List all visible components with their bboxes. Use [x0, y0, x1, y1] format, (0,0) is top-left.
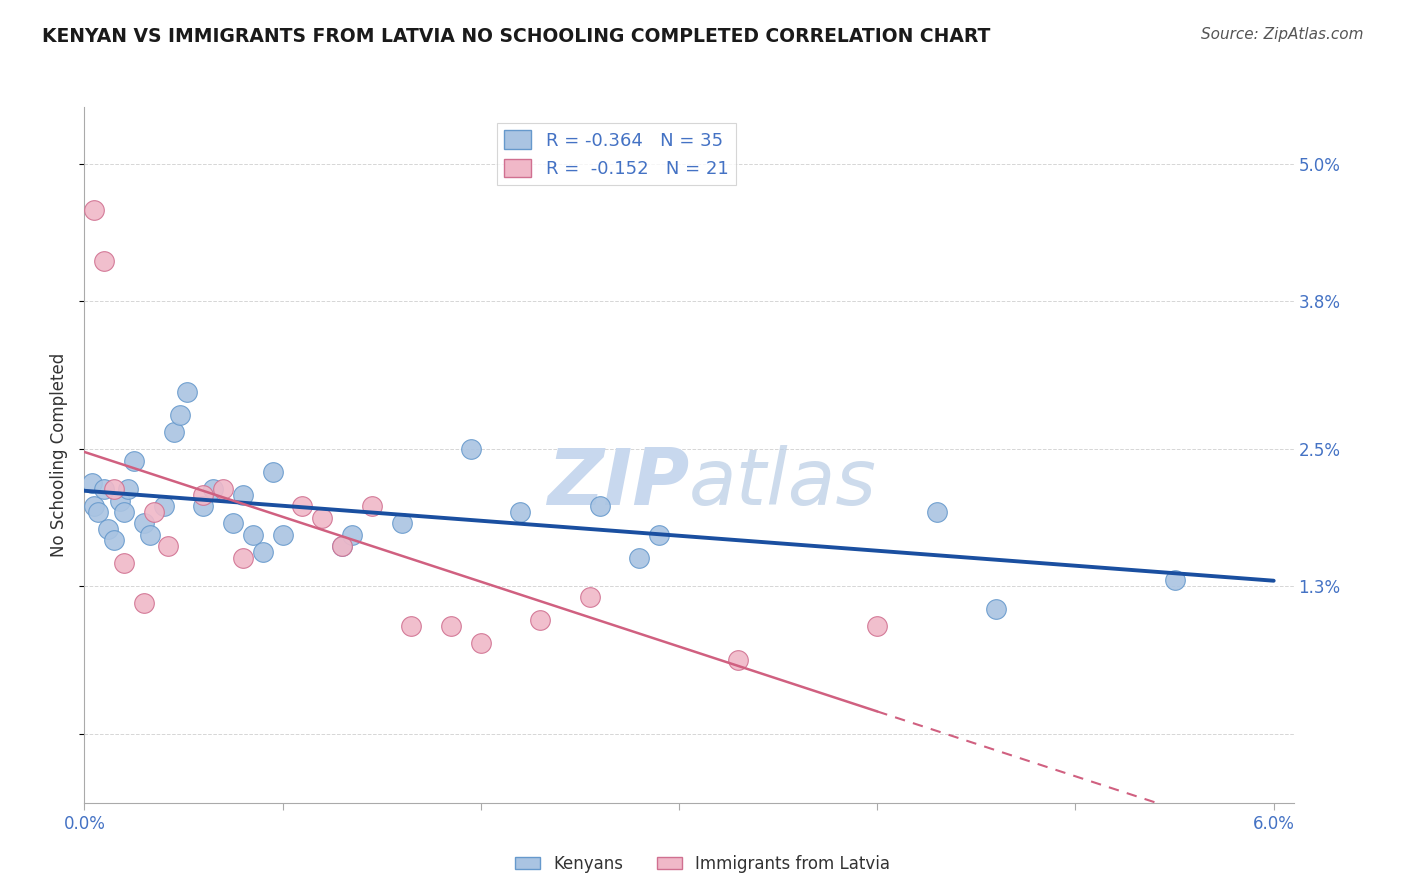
Text: ZIP: ZIP — [547, 445, 689, 521]
Point — [132, 596, 155, 610]
Point — [142, 505, 165, 519]
Point — [169, 408, 191, 422]
Point — [291, 500, 314, 514]
Point — [330, 539, 353, 553]
Point — [93, 482, 115, 496]
Point — [1163, 574, 1185, 588]
Point — [87, 505, 110, 519]
Point — [460, 442, 482, 457]
Point — [97, 522, 120, 536]
Point — [108, 493, 131, 508]
Text: Source: ZipAtlas.com: Source: ZipAtlas.com — [1201, 27, 1364, 42]
Point — [83, 500, 105, 514]
Point — [117, 482, 139, 496]
Point — [222, 516, 245, 531]
Text: KENYAN VS IMMIGRANTS FROM LATVIA NO SCHOOLING COMPLETED CORRELATION CHART: KENYAN VS IMMIGRANTS FROM LATVIA NO SCHO… — [42, 27, 991, 45]
Point — [401, 619, 423, 633]
Point — [193, 488, 215, 502]
Point — [271, 528, 294, 542]
Point — [311, 510, 333, 524]
Point — [132, 516, 155, 531]
Point — [589, 500, 612, 514]
Point — [360, 500, 382, 514]
Point — [262, 465, 284, 479]
Point — [232, 550, 254, 565]
Point — [925, 505, 948, 519]
Point — [152, 500, 174, 514]
Point — [83, 202, 105, 217]
Point — [252, 545, 274, 559]
Point — [139, 528, 162, 542]
Point — [162, 425, 184, 439]
Point — [103, 482, 125, 496]
Point — [628, 550, 651, 565]
Point — [529, 613, 551, 627]
Point — [93, 254, 115, 268]
Point — [986, 602, 1008, 616]
Point — [82, 476, 104, 491]
Point — [242, 528, 264, 542]
Point — [202, 482, 225, 496]
Point — [391, 516, 413, 531]
Point — [579, 591, 602, 605]
Point — [103, 533, 125, 548]
Point — [470, 636, 492, 650]
Point — [232, 488, 254, 502]
Point — [122, 453, 145, 467]
Point — [648, 528, 671, 542]
Point — [112, 505, 135, 519]
Point — [866, 619, 889, 633]
Legend: Kenyans, Immigrants from Latvia: Kenyans, Immigrants from Latvia — [509, 848, 897, 880]
Point — [440, 619, 463, 633]
Point — [340, 528, 363, 542]
Point — [156, 539, 179, 553]
Point — [212, 482, 235, 496]
Y-axis label: No Schooling Completed: No Schooling Completed — [51, 353, 69, 557]
Point — [193, 500, 215, 514]
Point — [112, 556, 135, 570]
Point — [727, 653, 749, 667]
Legend: R = -0.364   N = 35, R =  -0.152   N = 21: R = -0.364 N = 35, R = -0.152 N = 21 — [498, 123, 735, 186]
Text: atlas: atlas — [689, 445, 877, 521]
Point — [330, 539, 353, 553]
Point — [509, 505, 531, 519]
Point — [176, 385, 198, 400]
